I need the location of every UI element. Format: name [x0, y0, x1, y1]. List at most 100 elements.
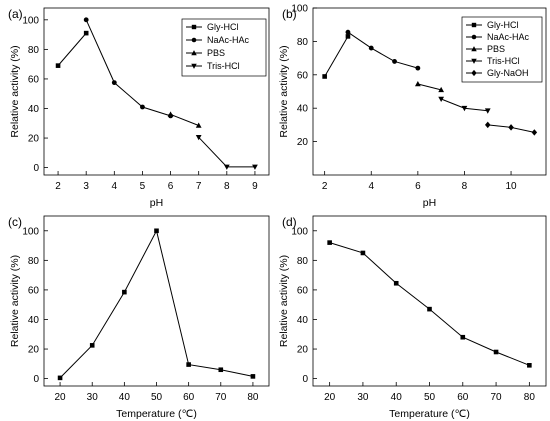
y-tick-label: 80 — [297, 256, 309, 267]
x-tick-label: 4 — [112, 181, 118, 192]
legend-marker — [471, 34, 477, 40]
legend-entry: Gly-HCl — [487, 20, 519, 30]
plot-area — [57, 228, 256, 381]
panel-b: (b) pH Relative activity (%) 2 4 6 8 10 20 40 6… — [278, 4, 547, 209]
y-tick-label: 60 — [297, 285, 309, 296]
x-axis-label: pH — [150, 197, 163, 209]
legend-marker — [471, 46, 477, 52]
x-axis-label: Temperature (℃) — [389, 408, 470, 420]
series-1-point — [327, 240, 332, 245]
series-naac-hac-point — [392, 59, 397, 64]
legend-entry: PBS — [207, 48, 225, 58]
x-tick-label: 6 — [415, 181, 421, 192]
y-tick-label: 40 — [297, 104, 309, 115]
legend-entry: Gly-NaOH — [487, 68, 529, 78]
legend-entry: NaAc-HAc — [207, 35, 250, 45]
y-tick-label: 60 — [28, 285, 40, 296]
legend-marker — [191, 37, 197, 43]
y-tick-label: 0 — [33, 374, 39, 385]
series-1-point — [57, 375, 63, 381]
x-tick-label: 30 — [87, 392, 99, 403]
axis-ticks: 2 4 6 8 10 20 40 60 80 100 — [291, 4, 517, 193]
legend-entry: Tris-HCl — [207, 61, 240, 71]
x-tick-label: 5 — [140, 181, 146, 192]
panel-label: (a) — [8, 7, 23, 21]
x-tick-label: 70 — [215, 392, 227, 403]
x-tick-label: 30 — [357, 392, 369, 403]
legend-marker — [191, 50, 197, 56]
series-1-point — [393, 280, 399, 286]
y-tick-label: 100 — [291, 226, 308, 237]
series-gly-hcl-point — [322, 74, 327, 79]
x-tick-label: 4 — [368, 181, 374, 192]
y-tick-label: 0 — [33, 163, 39, 174]
x-tick-label: 50 — [424, 392, 436, 403]
x-tick-label: 80 — [247, 392, 259, 403]
series-pbs-point — [167, 111, 174, 117]
y-axis-label: Relative activity (%) — [278, 45, 290, 137]
x-tick-label: 3 — [83, 181, 89, 192]
y-tick-label: 20 — [297, 345, 309, 356]
x-axis-label: pH — [423, 197, 436, 209]
series-1-point — [122, 289, 127, 295]
x-tick-label: 8 — [224, 181, 230, 192]
legend-entry: PBS — [487, 44, 505, 54]
series-pbs-line — [417, 83, 442, 91]
series-pbs-point — [195, 122, 202, 128]
legend-marker — [191, 63, 197, 69]
legend-marker — [191, 24, 197, 30]
series-gly-hcl-point — [345, 34, 351, 39]
series-1-line — [59, 229, 254, 379]
panel-d: (d) Temperature (℃) Relative activity (%… — [278, 215, 547, 420]
series-1-point — [527, 363, 532, 368]
series-naac-hac-point — [345, 29, 351, 35]
panel-label: (b) — [282, 7, 297, 21]
series-naac-hac-point — [111, 80, 117, 86]
x-tick-label: 40 — [119, 392, 131, 403]
series-1-point — [218, 367, 224, 373]
x-tick-label: 9 — [252, 181, 258, 192]
series-tris-hcl-point — [223, 164, 230, 170]
x-tick-label: 8 — [462, 181, 468, 192]
series-gly-naoh-point — [484, 121, 491, 129]
series-gly-hcl-line — [57, 32, 87, 66]
legend-entry: Tris-HCl — [487, 56, 520, 66]
axis-ticks: 20 30 40 50 60 70 80 0 20 40 60 80 100 — [22, 226, 259, 403]
legend-entry: NaAc-HAc — [487, 32, 530, 42]
x-tick-label: 10 — [505, 181, 517, 192]
x-tick-label: 2 — [55, 181, 61, 192]
series-1-point — [154, 228, 159, 234]
axis-ticks: 2 3 4 5 6 7 8 9 0 20 40 60 80 100 — [22, 15, 258, 192]
y-axis-label: Relative activity (%) — [278, 255, 290, 347]
y-tick-label: 20 — [297, 137, 309, 148]
legend-entry: Gly-HCl — [207, 22, 239, 32]
series-gly-hcl-line — [324, 36, 349, 77]
series-1-point — [493, 349, 499, 355]
series-tris-hcl-point — [252, 164, 258, 170]
series-1-line — [329, 242, 530, 366]
y-tick-label: 20 — [28, 134, 40, 145]
series-gly-hcl-point — [83, 30, 89, 36]
legend-marker — [471, 22, 477, 28]
series-tris-hcl-point — [461, 105, 468, 112]
x-axis-label: Temperature (℃) — [116, 408, 197, 420]
series-1-point — [250, 374, 256, 379]
y-tick-label: 80 — [28, 45, 40, 56]
series-gly-naoh-point — [531, 129, 538, 136]
y-tick-label: 80 — [297, 37, 309, 48]
y-axis-label: Relative activity (%) — [9, 45, 21, 137]
series-gly-hcl-point — [55, 63, 61, 68]
series-1-point — [186, 362, 191, 367]
y-tick-label: 100 — [22, 15, 39, 26]
x-tick-label: 60 — [183, 392, 195, 403]
panel-label: (c) — [8, 215, 22, 229]
x-tick-label: 6 — [168, 181, 174, 192]
y-tick-label: 80 — [28, 256, 40, 267]
legend: Gly-HCl NaAc-HAc PBS Tris-HCl — [181, 18, 267, 77]
x-tick-label: 40 — [391, 392, 403, 403]
plot-frame — [312, 215, 547, 387]
series-tris-hcl-point — [484, 108, 491, 114]
series-pbs-point — [414, 80, 421, 87]
y-tick-label: 20 — [28, 345, 40, 356]
series-tris-hcl-point — [195, 135, 202, 141]
